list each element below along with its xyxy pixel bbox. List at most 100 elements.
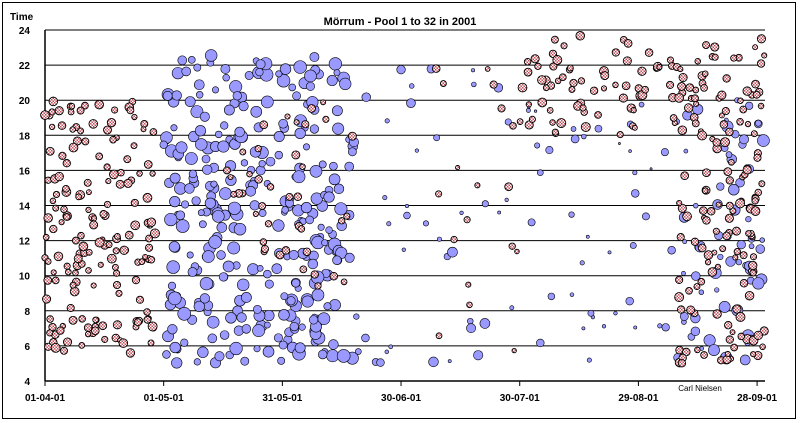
data-point-red (546, 107, 554, 114)
data-point-blue (594, 124, 603, 133)
data-point-blue (396, 65, 406, 75)
data-point-red (131, 113, 138, 121)
data-point-red (450, 235, 458, 244)
data-point-red (103, 163, 111, 171)
data-point-blue (273, 131, 285, 143)
data-point-red (48, 96, 59, 107)
data-point-blue (545, 146, 554, 155)
data-point-red (612, 81, 619, 89)
data-point-red (721, 107, 730, 116)
data-point-blue (272, 219, 285, 232)
data-point-blue (293, 60, 307, 74)
data-point-red (252, 210, 259, 217)
data-point-blue (255, 68, 264, 77)
data-point-blue (238, 101, 249, 112)
data-point-red (85, 249, 93, 256)
data-point-blue (195, 91, 204, 99)
data-point-red (759, 343, 766, 351)
data-point-red (728, 158, 735, 166)
data-point-red (147, 321, 158, 332)
data-point-blue (691, 271, 701, 281)
data-point-red (552, 55, 563, 65)
data-point-blue (334, 202, 348, 216)
data-point-blue (403, 211, 411, 220)
data-point-blue (585, 234, 590, 239)
data-point-red (569, 78, 578, 88)
data-point-red (739, 105, 748, 114)
data-point-red (147, 339, 155, 347)
data-point-blue (497, 210, 502, 215)
data-point-blue (536, 169, 544, 176)
data-point-blue (281, 206, 289, 214)
data-point-blue (273, 333, 283, 343)
data-point-red (589, 86, 599, 95)
data-point-blue (193, 358, 201, 366)
data-point-red (631, 124, 638, 131)
data-point-blue (280, 292, 289, 301)
data-point-red (83, 323, 93, 332)
data-point-red (690, 237, 700, 246)
data-point-blue (240, 356, 250, 366)
data-point-blue (570, 134, 580, 144)
data-point-blue (471, 81, 477, 88)
data-point-red (656, 63, 663, 71)
data-point-red (528, 115, 536, 123)
data-point-red (742, 86, 752, 96)
data-point-blue (613, 311, 618, 316)
data-point-blue (244, 71, 254, 80)
data-point-blue (166, 260, 180, 274)
data-point-red (699, 206, 708, 215)
data-point-blue (326, 75, 338, 87)
data-point-red (757, 102, 765, 110)
data-point-red (534, 62, 542, 70)
data-point-blue (197, 346, 209, 358)
data-point-red (44, 342, 53, 351)
data-point-blue (258, 160, 266, 168)
data-point-red (69, 126, 76, 133)
data-point-red (732, 304, 742, 314)
data-point-blue (204, 197, 216, 209)
data-point-red (84, 330, 92, 338)
data-point-red (697, 130, 708, 141)
data-point-red (97, 261, 104, 268)
data-point-blue (310, 192, 323, 205)
data-point-red (751, 79, 760, 89)
data-point-blue (193, 300, 205, 313)
data-point-red (761, 52, 768, 59)
data-point-blue (258, 209, 267, 217)
data-point-red (702, 70, 709, 77)
data-point-blue (333, 69, 341, 77)
data-point-blue (227, 201, 242, 215)
data-point-red (700, 84, 708, 92)
data-point-blue (309, 124, 320, 134)
data-point-blue (305, 81, 315, 91)
data-point-blue (735, 259, 742, 266)
data-point-red (230, 190, 238, 198)
data-point-red (320, 99, 327, 106)
data-point-blue (227, 241, 241, 255)
data-point-red (46, 315, 54, 323)
data-point-blue (326, 349, 340, 363)
data-point-blue (679, 312, 689, 321)
data-point-red (558, 73, 567, 82)
data-point-red (150, 228, 160, 239)
data-point-blue (534, 142, 541, 149)
data-point-blue (275, 70, 283, 78)
data-point-blue (586, 357, 592, 363)
data-point-red (78, 315, 86, 323)
data-point-blue (304, 69, 317, 83)
data-point-red (109, 135, 117, 144)
data-point-blue (288, 249, 299, 260)
data-point-red (322, 115, 330, 123)
credit-label: Carl Nielsen (678, 384, 722, 393)
data-point-red (566, 64, 574, 72)
data-point-blue (703, 334, 716, 347)
data-point-red (525, 101, 532, 108)
data-point-blue (234, 126, 245, 138)
data-point-blue (657, 323, 663, 329)
data-point-red (54, 171, 64, 182)
data-point-blue (222, 74, 230, 82)
data-point-red (149, 170, 156, 177)
data-point-red (744, 120, 752, 128)
data-point-red (575, 31, 586, 41)
